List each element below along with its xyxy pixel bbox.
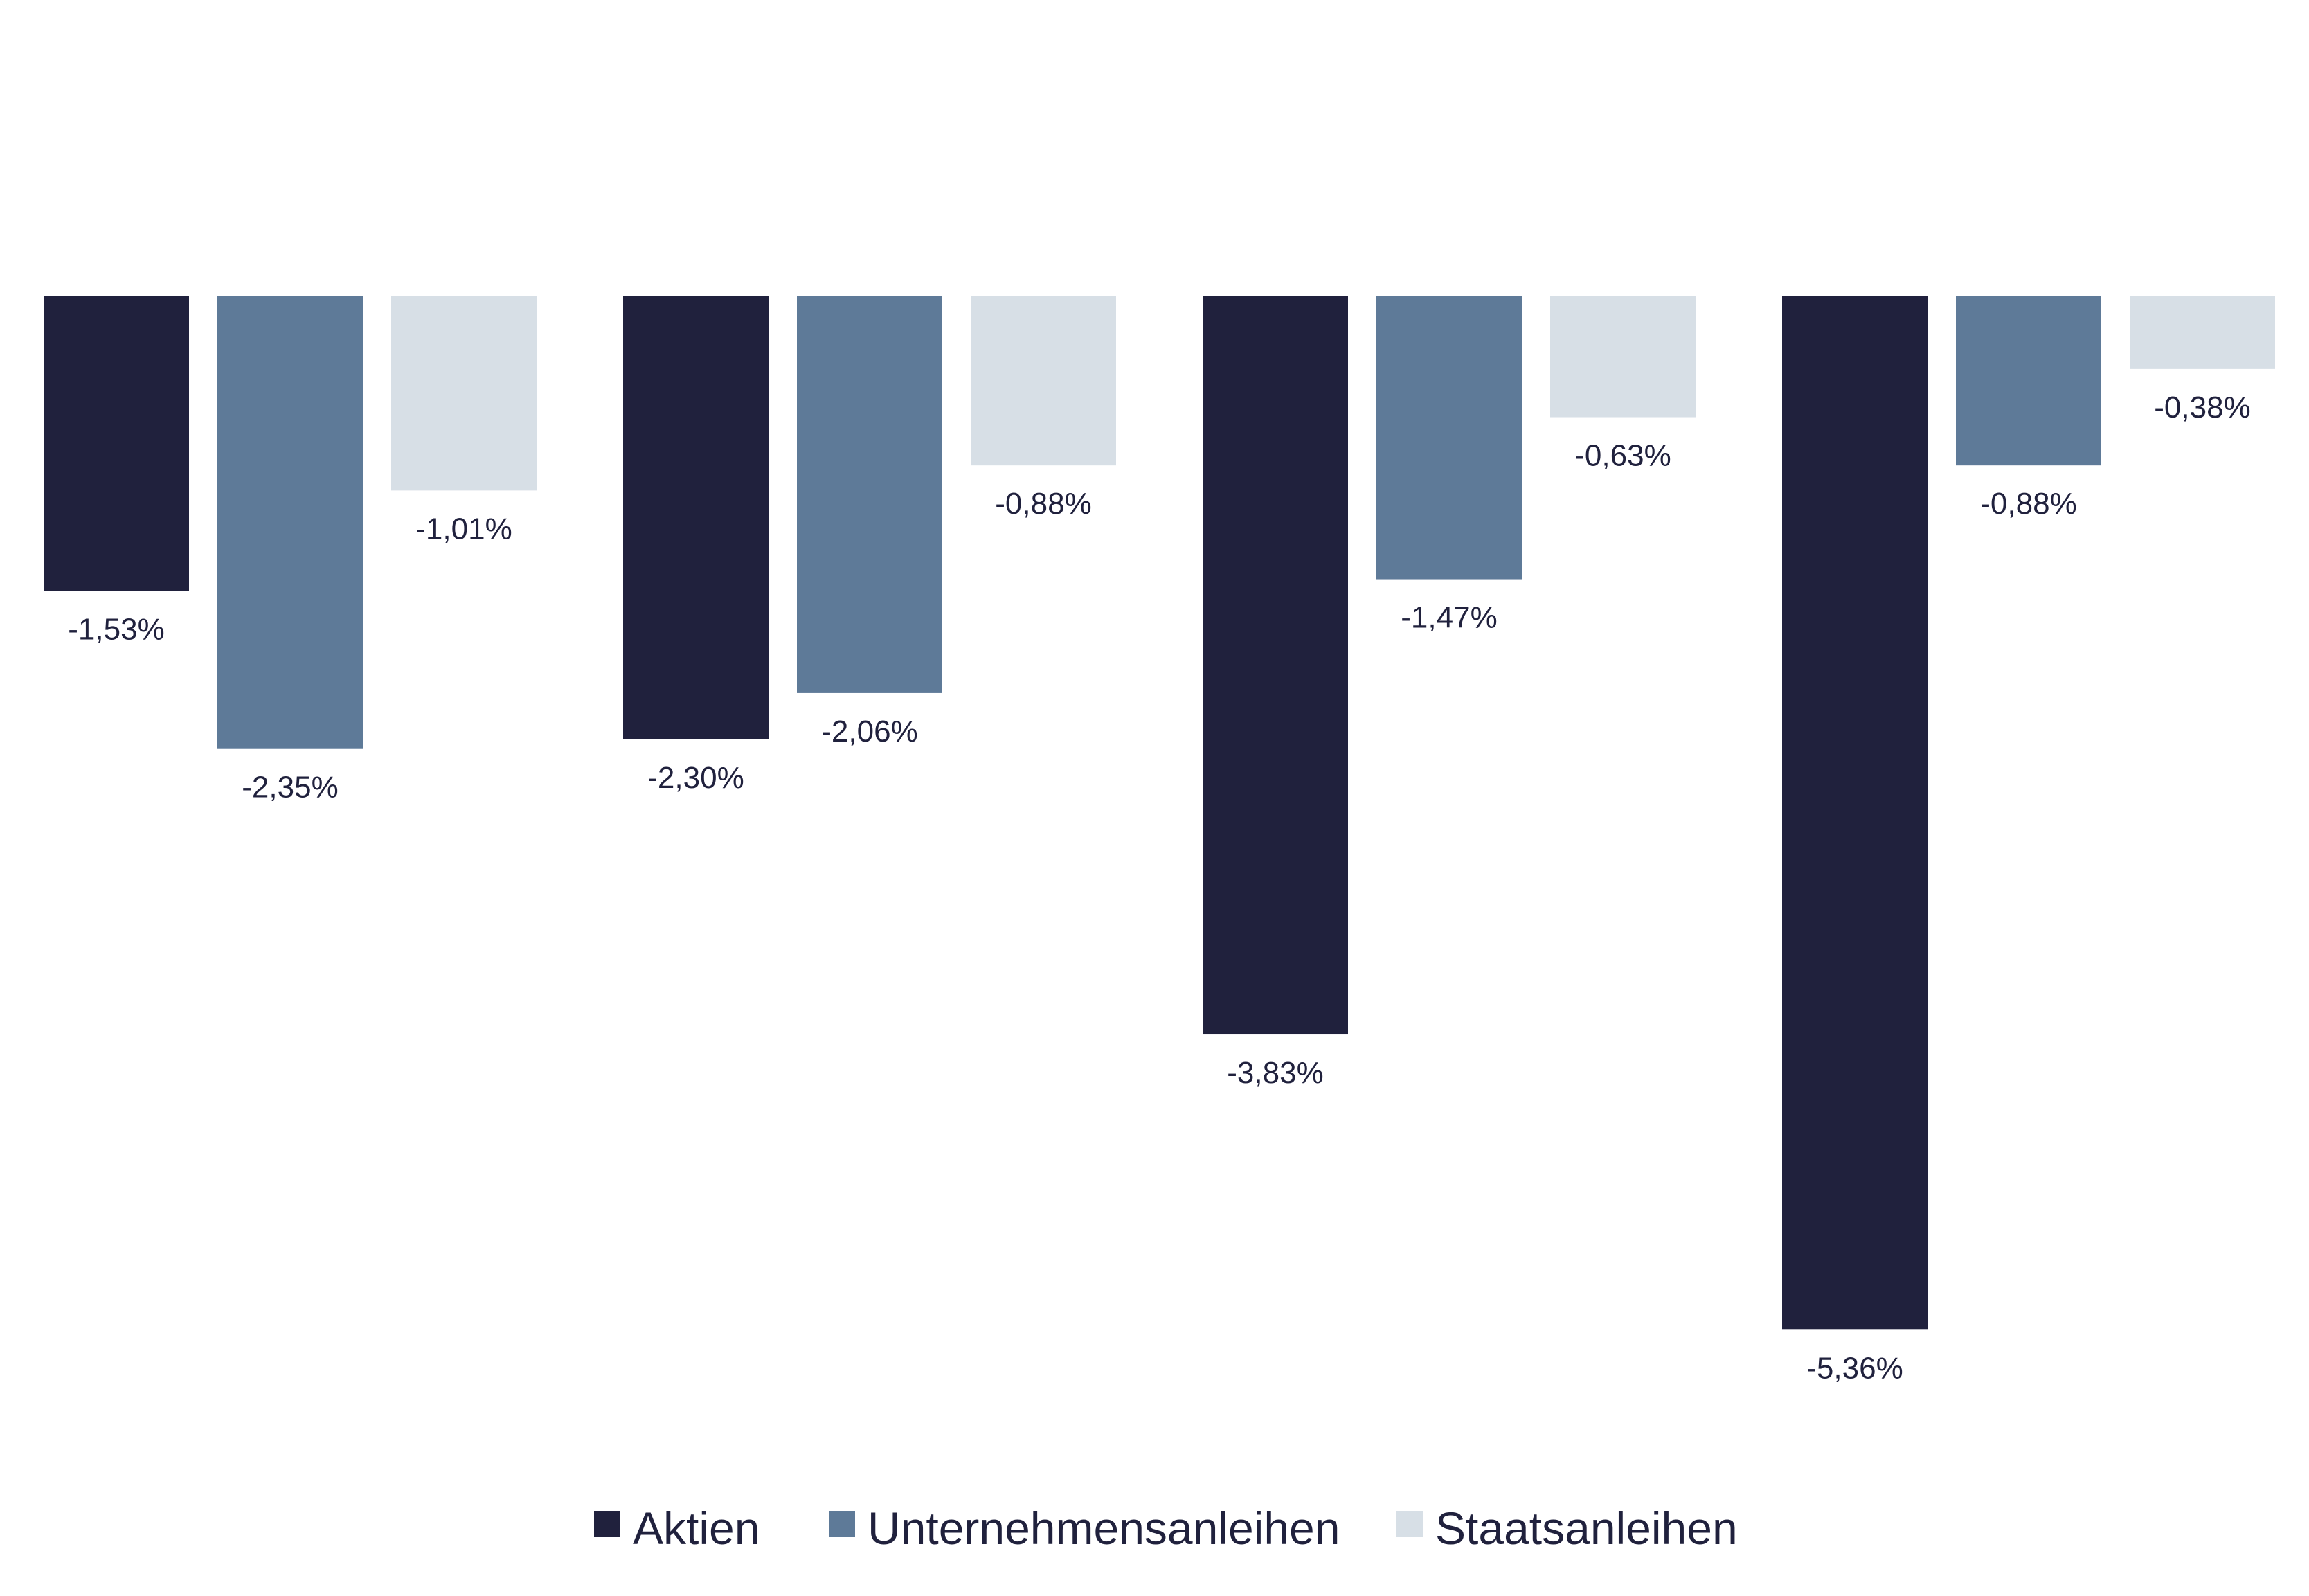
bar-aktien-3 xyxy=(1203,296,1348,1035)
data-label-aktien-1: -1,53% xyxy=(68,612,164,646)
legend-label-aktien: Aktien xyxy=(633,1503,760,1554)
data-label-staatsanleihen-4: -0,38% xyxy=(2154,391,2250,424)
bar-aktien-1 xyxy=(44,296,189,591)
data-label-staatsanleihen-2: -0,88% xyxy=(995,487,1091,521)
data-labels-layer: -1,53% -2,30% -3,83% -5,36% -2,35% -2,06% -1,4… xyxy=(68,391,2250,1385)
data-label-unternehmensanleihen-1: -2,35% xyxy=(242,771,338,805)
data-label-unternehmensanleihen-2: -2,06% xyxy=(821,715,917,748)
data-label-aktien-2: -2,30% xyxy=(647,761,744,795)
legend-swatch-aktien xyxy=(594,1511,620,1537)
bar-unternehmensanleihen-1 xyxy=(217,296,363,749)
legend-item-staatsanleihen: Staatsanleihen xyxy=(1396,1503,1738,1554)
legend-item-unternehmensanleihen: Unternehmensanleihen xyxy=(829,1503,1340,1554)
data-label-aktien-3: -3,83% xyxy=(1227,1056,1323,1090)
data-label-staatsanleihen-1: -1,01% xyxy=(415,512,512,546)
bar-staatsanleihen-2 xyxy=(971,296,1116,466)
data-label-aktien-4: -5,36% xyxy=(1806,1351,1903,1385)
bar-staatsanleihen-3 xyxy=(1550,296,1696,418)
bars-layer xyxy=(44,296,2275,1330)
legend-swatch-staatsanleihen xyxy=(1396,1511,1423,1537)
data-label-unternehmensanleihen-3: -1,47% xyxy=(1401,601,1497,635)
bar-unternehmensanleihen-4 xyxy=(1956,296,2101,466)
legend-swatch-unternehmensanleihen xyxy=(829,1511,855,1537)
legend-item-aktien: Aktien xyxy=(594,1503,760,1554)
bar-unternehmensanleihen-2 xyxy=(797,296,942,693)
legend: Aktien Unternehmensanleihen Staatsanleihen xyxy=(594,1503,1738,1554)
bar-staatsanleihen-1 xyxy=(391,296,537,491)
bar-unternehmensanleihen-3 xyxy=(1376,296,1522,580)
data-label-unternehmensanleihen-4: -0,88% xyxy=(1980,487,2076,521)
legend-label-staatsanleihen: Staatsanleihen xyxy=(1435,1503,1738,1554)
bar-aktien-2 xyxy=(623,296,769,739)
data-label-staatsanleihen-3: -0,63% xyxy=(1574,439,1671,473)
bar-aktien-4 xyxy=(1782,296,1928,1330)
legend-label-unternehmensanleihen: Unternehmensanleihen xyxy=(868,1503,1340,1554)
bar-staatsanleihen-4 xyxy=(2130,296,2275,369)
